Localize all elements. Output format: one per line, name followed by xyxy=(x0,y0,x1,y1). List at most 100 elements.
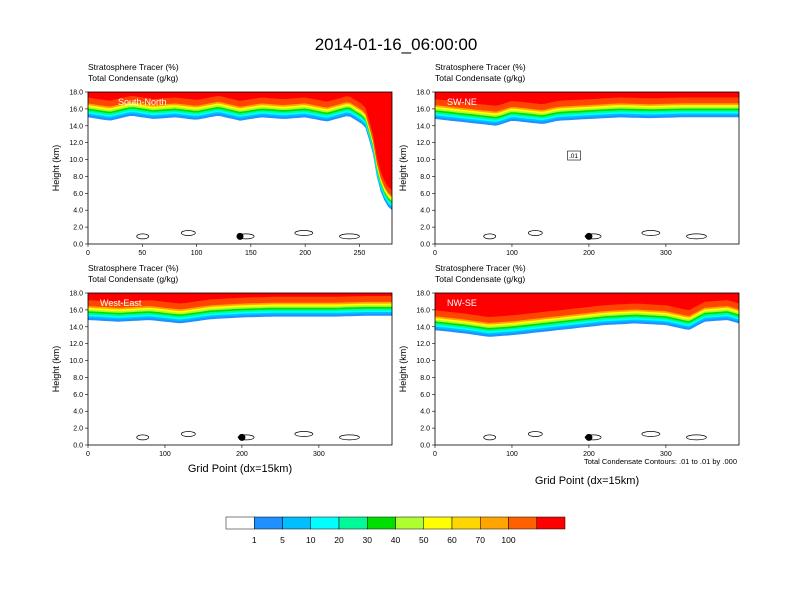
x-tick-label: 200 xyxy=(299,250,311,257)
condensate-contour xyxy=(584,233,602,240)
panel-frame xyxy=(434,91,740,245)
colorbar-label: 20 xyxy=(334,535,344,545)
y-tick-label: 6.0 xyxy=(420,392,430,399)
colorbar-swatch xyxy=(225,516,255,530)
location-marker xyxy=(238,433,246,441)
y-tick-label: 12.0 xyxy=(416,341,430,348)
y-tick-label: 0.0 xyxy=(420,443,430,450)
y-axis-label: Height (km) xyxy=(398,145,408,192)
y-tick-label: 16.0 xyxy=(416,307,430,314)
tracer-top-layer xyxy=(88,293,392,304)
condensate-contour xyxy=(686,434,707,441)
tracer-top-layer xyxy=(435,293,739,317)
colorbar-swatch xyxy=(367,516,396,530)
panel-label: South-North xyxy=(118,97,167,107)
x-tick-label: 300 xyxy=(660,250,672,257)
y-tick-label: 14.0 xyxy=(416,123,430,130)
y-tick-label: 8.0 xyxy=(73,375,83,382)
condensate-contour xyxy=(339,233,360,240)
panel-south-north: Stratosphere Tracer (%)Total Condensate … xyxy=(51,62,393,257)
y-tick-label: 14.0 xyxy=(416,324,430,331)
panel-label: NW-SE xyxy=(447,298,477,308)
condensate-contour xyxy=(483,233,497,240)
panel-frame xyxy=(87,91,393,245)
x-tick-label: 0 xyxy=(86,451,90,458)
y-tick-label: 6.0 xyxy=(73,392,83,399)
y-tick-label: 8.0 xyxy=(420,174,430,181)
panel-nw-se: Stratosphere Tracer (%)Total Condensate … xyxy=(398,263,740,458)
y-tick-label: 12.0 xyxy=(416,140,430,147)
y-tick-label: 4.0 xyxy=(420,208,430,215)
y-axis-label: Height (km) xyxy=(51,145,61,192)
colorbar-label: 100 xyxy=(501,535,515,545)
colorbar-label: 10 xyxy=(306,535,316,545)
condensate-contour xyxy=(136,434,150,441)
colorbar-label: 40 xyxy=(391,535,401,545)
y-tick-label: 14.0 xyxy=(69,324,83,331)
panel-header-line: Total Condensate (g/kg) xyxy=(88,73,178,83)
x-tick-label: 100 xyxy=(506,451,518,458)
location-marker xyxy=(236,232,244,240)
y-tick-label: 18.0 xyxy=(69,291,83,298)
condensate-contour xyxy=(294,230,314,236)
y-axis-label: Height (km) xyxy=(51,346,61,393)
x-tick-label: 200 xyxy=(583,451,595,458)
x-tick-label: 200 xyxy=(236,451,248,458)
x-tick-label: 0 xyxy=(86,250,90,257)
condensate-contour xyxy=(136,233,150,240)
x-tick-label: 0 xyxy=(433,250,437,257)
colorbar-label: 70 xyxy=(476,535,486,545)
location-marker xyxy=(585,433,593,441)
figure-title: 2014-01-16_06:00:00 xyxy=(315,35,478,54)
y-tick-label: 10.0 xyxy=(69,358,83,365)
panel-header-line: Stratosphere Tracer (%) xyxy=(88,62,179,72)
y-tick-label: 4.0 xyxy=(73,409,83,416)
panel-frame xyxy=(434,292,740,446)
panel-frame xyxy=(87,292,393,446)
x-tick-label: 300 xyxy=(313,451,325,458)
condensate-contour xyxy=(641,230,661,236)
y-tick-label: 8.0 xyxy=(73,174,83,181)
y-tick-label: 0.0 xyxy=(73,242,83,249)
panel-header-line: Total Condensate (g/kg) xyxy=(435,274,525,284)
y-axis-label: Height (km) xyxy=(398,346,408,393)
panel-header-line: Total Condensate (g/kg) xyxy=(435,73,525,83)
colorbar-swatch xyxy=(395,516,424,530)
x-tick-label: 0 xyxy=(433,451,437,458)
panel-header-line: Stratosphere Tracer (%) xyxy=(88,263,179,273)
x-tick-label: 200 xyxy=(583,250,595,257)
y-tick-label: 16.0 xyxy=(416,106,430,113)
y-tick-label: 18.0 xyxy=(416,90,430,97)
panel-label: SW-NE xyxy=(447,97,477,107)
plot-area xyxy=(88,293,392,445)
panel-west-east: Stratosphere Tracer (%)Total Condensate … xyxy=(51,263,393,458)
x-axis-label-right: Grid Point (dx=15km) xyxy=(535,475,639,487)
x-tick-label: 50 xyxy=(138,250,146,257)
panel-header-line: Stratosphere Tracer (%) xyxy=(435,62,526,72)
condensate-contour xyxy=(527,230,543,236)
plot-area xyxy=(435,92,739,244)
contour-label-box xyxy=(567,150,581,161)
colorbar-swatch xyxy=(338,516,368,530)
colorbar-swatch xyxy=(282,516,311,530)
condensate-contour xyxy=(180,230,196,236)
x-tick-label: 100 xyxy=(159,451,171,458)
colorbar-swatch xyxy=(536,516,566,530)
colorbar-label: 50 xyxy=(419,535,429,545)
y-tick-label: 2.0 xyxy=(420,225,430,232)
colorbar-swatch xyxy=(254,516,283,530)
y-tick-label: 10.0 xyxy=(416,358,430,365)
y-tick-label: 6.0 xyxy=(73,191,83,198)
colorbar-label: 30 xyxy=(363,535,373,545)
y-tick-label: 2.0 xyxy=(73,225,83,232)
y-tick-label: 18.0 xyxy=(69,90,83,97)
colorbar-swatch xyxy=(451,516,481,530)
y-tick-label: 10.0 xyxy=(416,157,430,164)
colorbar-label: 60 xyxy=(447,535,457,545)
y-tick-label: 0.0 xyxy=(420,242,430,249)
y-tick-label: 14.0 xyxy=(69,123,83,130)
colorbar-swatch xyxy=(480,516,509,530)
condensate-contour xyxy=(294,431,314,437)
condensate-contour xyxy=(584,434,602,441)
